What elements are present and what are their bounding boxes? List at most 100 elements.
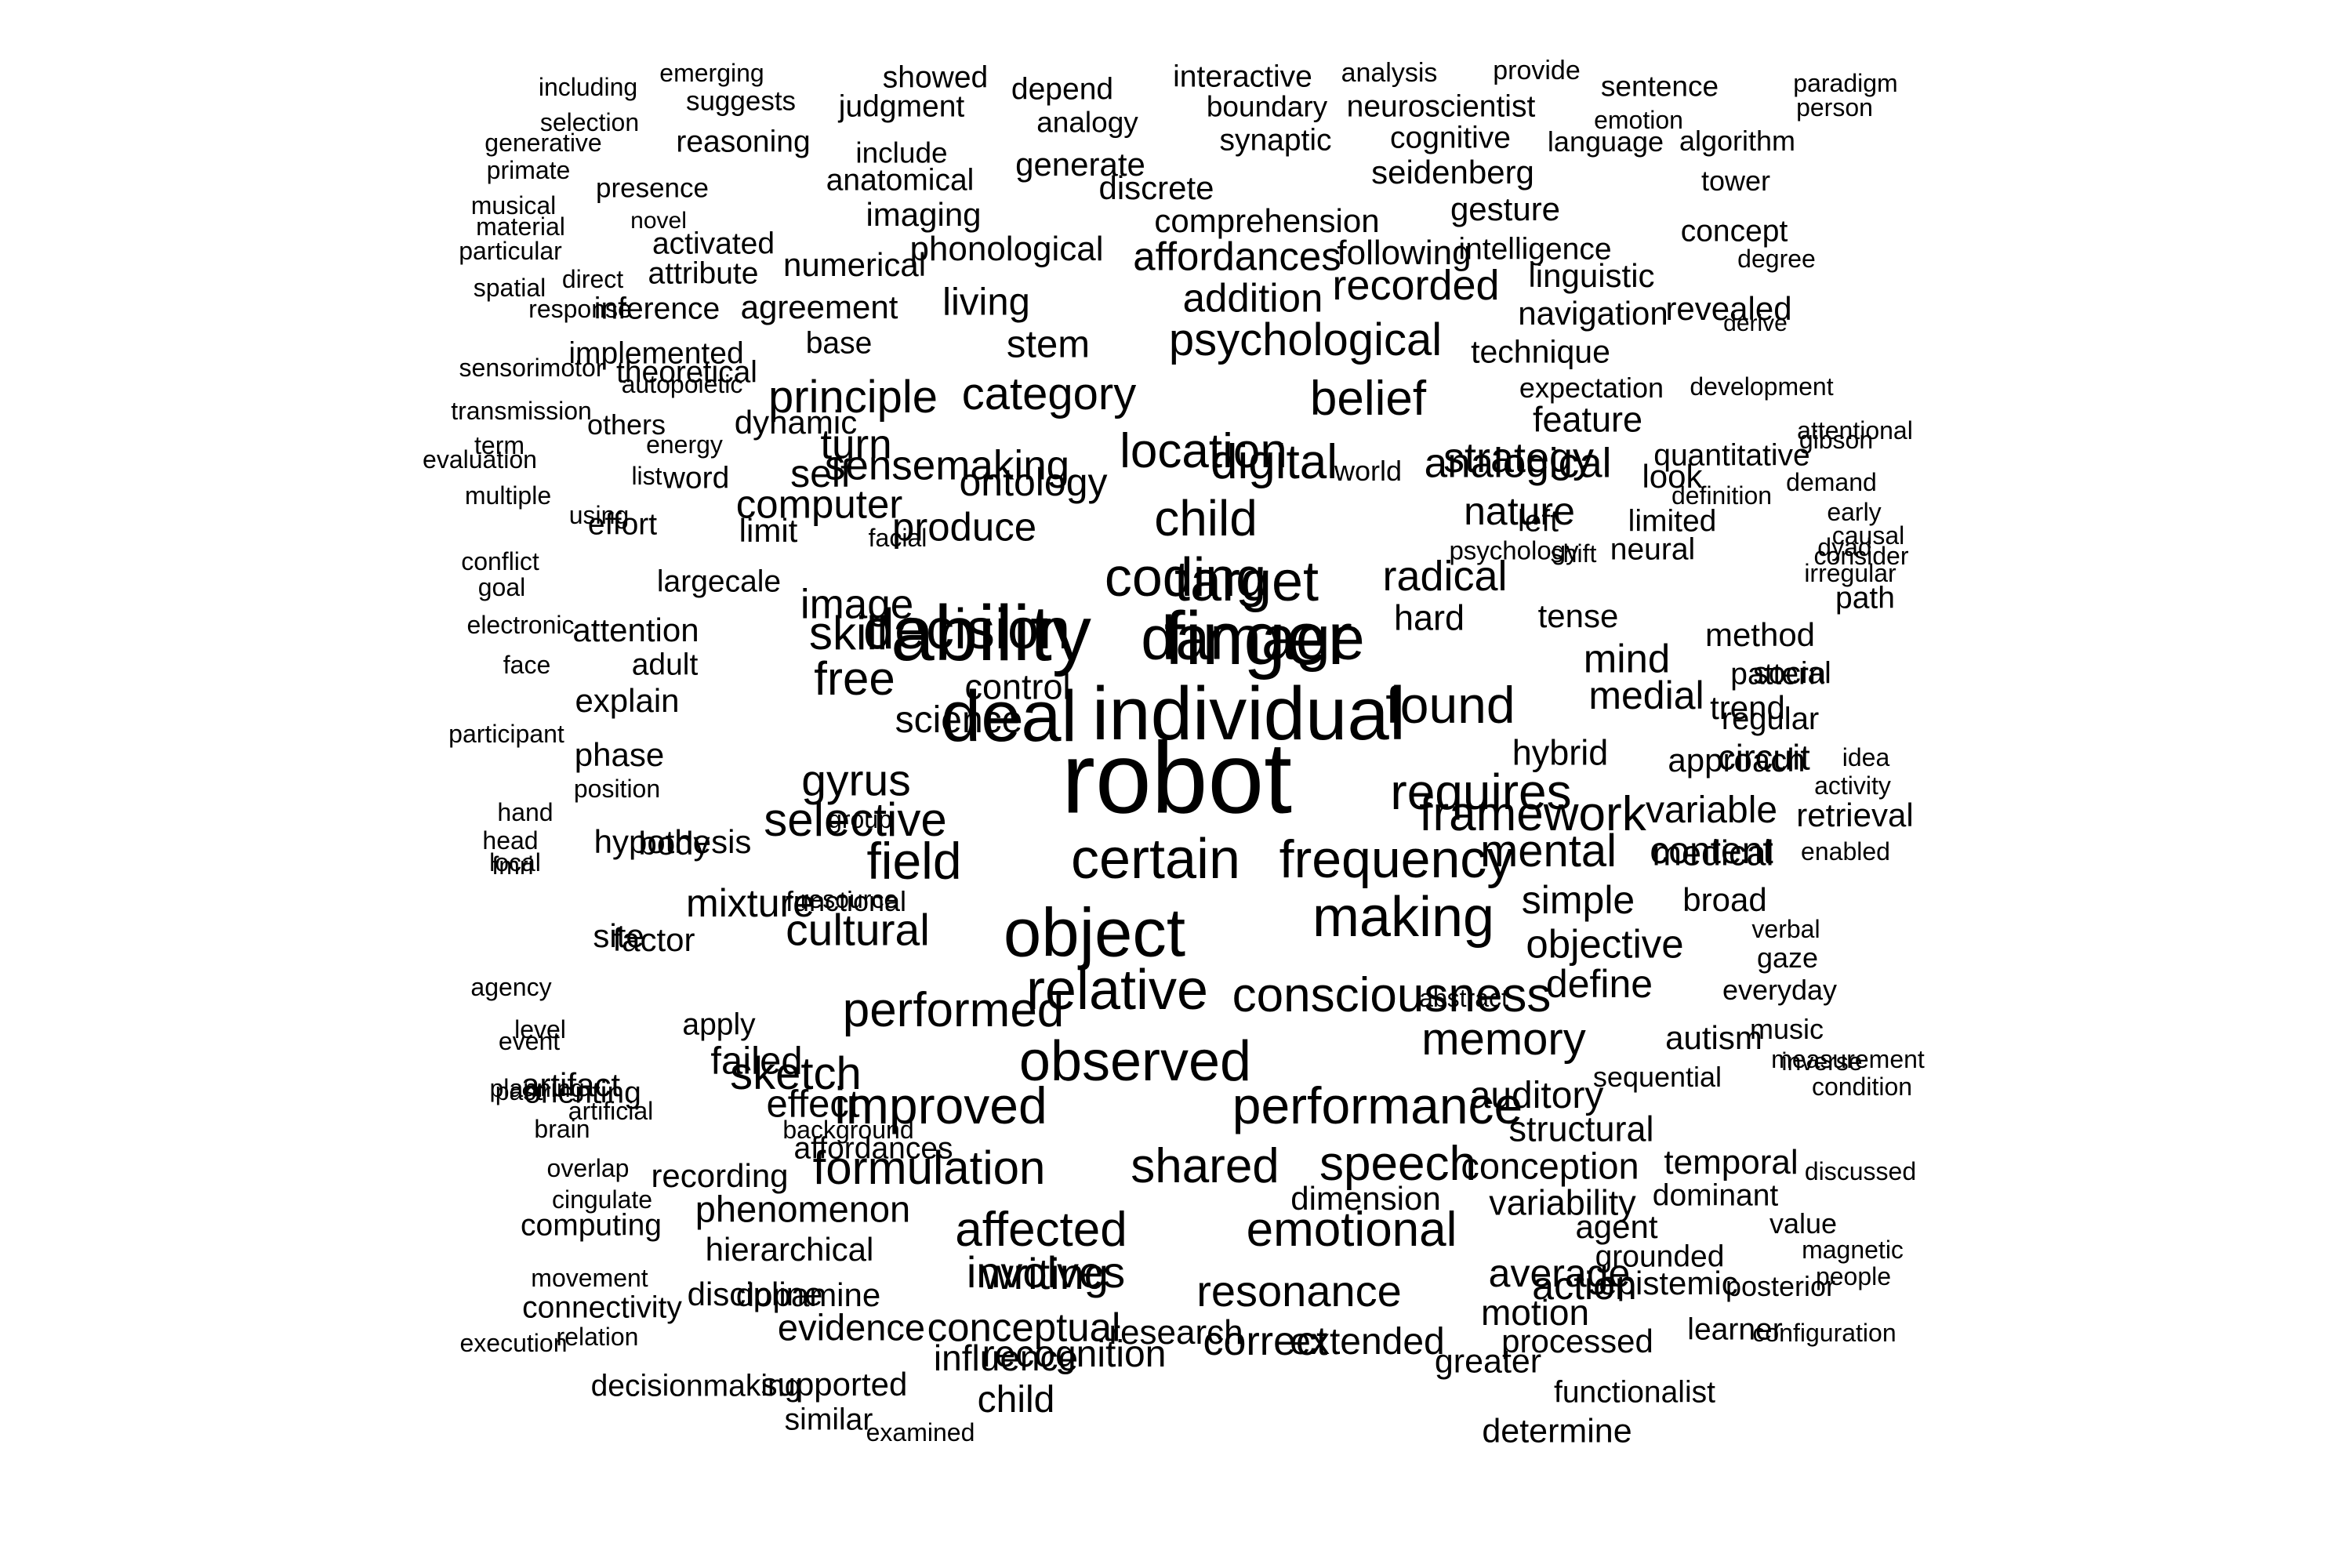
word-suggests: suggests (685, 85, 797, 117)
word-condition: condition (1811, 1073, 1913, 1101)
word-shared: shared (1131, 1139, 1279, 1193)
word-tense: tense (1537, 597, 1619, 634)
word-temporal: temporal (1664, 1143, 1798, 1181)
word-performed: performed (842, 983, 1065, 1037)
word-apply: apply (682, 1007, 756, 1042)
word-execution: execution (459, 1329, 568, 1357)
word-framework: framework (1419, 787, 1646, 841)
word-addition: addition (1182, 275, 1323, 321)
word-conflict: conflict (461, 547, 539, 575)
word-dyad: dyad (1817, 533, 1872, 561)
word-object: object (1003, 895, 1186, 971)
word-selection: selection (539, 108, 640, 136)
word-synaptic: synaptic (1219, 123, 1332, 158)
word-body: body (638, 825, 710, 862)
word-transmission: transmission (451, 397, 592, 425)
word-music: music (1749, 1013, 1824, 1045)
word-improved: improved (834, 1076, 1047, 1134)
word-sequential: sequential (1592, 1061, 1722, 1093)
word-relation: relation (556, 1323, 639, 1351)
word-emotion: emotion (1594, 106, 1683, 134)
word-emotional: emotional (1246, 1203, 1457, 1257)
word-affected: affected (955, 1203, 1127, 1257)
word-everyday: everyday (1722, 974, 1838, 1006)
word-person: person (1796, 93, 1873, 122)
word-medial: medial (1588, 673, 1704, 717)
word-anatomical: anatomical (826, 163, 975, 198)
word-simple: simple (1521, 878, 1635, 922)
word-social: social (1753, 656, 1831, 691)
word-provide: provide (1493, 56, 1581, 85)
word-science: science (895, 699, 1023, 741)
word-idea: idea (1842, 743, 1890, 771)
word-structural: structural (1508, 1109, 1654, 1149)
word-group: group (828, 805, 892, 833)
word-observed: observed (1018, 1030, 1252, 1093)
word-robot: robot (1061, 721, 1293, 835)
word-left: left (1517, 504, 1559, 539)
word-conception: conception (1461, 1145, 1639, 1187)
word-artifact: artifact (521, 1066, 621, 1103)
word-analogical: analogical (1424, 440, 1612, 487)
word-produce: produce (891, 504, 1037, 550)
word-expectation: expectation (1519, 372, 1664, 404)
word-orienting: orienting (524, 1076, 641, 1110)
word-limited: limited (1628, 504, 1717, 539)
word-psychology: psychology (1449, 535, 1579, 565)
word-evaluation: evaluation (423, 445, 537, 474)
word-coding: coding (1104, 546, 1267, 608)
word-numerical: numerical (782, 246, 927, 283)
word-sketch: sketch (730, 1048, 862, 1099)
word-determine: determine (1482, 1412, 1632, 1450)
word-regular: regular (1721, 702, 1820, 736)
word-multiple: multiple (464, 481, 552, 510)
word-phenomenon: phenomenon (695, 1188, 911, 1230)
word-mixture: mixture (686, 881, 815, 925)
word-self: self (790, 452, 851, 495)
word-hypothesis: hypothesis (593, 823, 752, 860)
word-variable: variable (1645, 789, 1778, 831)
word-autopoietic: autopoietic (621, 370, 743, 398)
word-background: background (782, 1116, 914, 1144)
word-discussed: discussed (1804, 1157, 1917, 1185)
word-activity: activity (1814, 771, 1891, 800)
word-making: making (1312, 886, 1495, 949)
word-activated: activated (652, 227, 775, 261)
word-control: control (964, 666, 1071, 707)
word-performance: performance (1232, 1076, 1523, 1134)
word-functionalist: functionalist (1554, 1375, 1715, 1410)
word-neural: neural (1610, 532, 1696, 567)
word-decisionmaking: decisionmaking (590, 1369, 802, 1403)
word-deal: deal (941, 677, 1077, 757)
word-turn: turn (820, 421, 892, 468)
word-location: location (1120, 424, 1287, 478)
word-degree: degree (1737, 245, 1816, 273)
word-failed: failed (710, 1040, 803, 1083)
word-face: face (503, 651, 551, 679)
word-dopamine: dopamine (735, 1276, 881, 1313)
word-resonance: resonance (1196, 1266, 1402, 1316)
word-people: people (1815, 1262, 1892, 1290)
word-emerging: emerging (659, 59, 764, 87)
word-value: value (1769, 1207, 1838, 1240)
word-mental: mental (1479, 826, 1617, 877)
word-objective: objective (1526, 921, 1684, 967)
word-cognitive: cognitive (1390, 121, 1511, 155)
word-pattern: pattern (1730, 657, 1826, 691)
word-phase: phase (574, 736, 665, 773)
word-reasoning: reasoning (676, 125, 811, 159)
word-hand: hand (497, 798, 554, 826)
word-enabled: enabled (1801, 837, 1890, 866)
word-hierarchical: hierarchical (705, 1231, 874, 1268)
word-field: field (866, 832, 962, 890)
word-dimension: dimension (1290, 1180, 1441, 1217)
word-belief: belief (1309, 372, 1427, 426)
word-direct: direct (561, 265, 624, 293)
word-attentional: attentional (1797, 416, 1913, 445)
word-speech: speech (1319, 1137, 1476, 1191)
word-hybrid: hybrid (1512, 732, 1609, 773)
word-affordances: affordances (793, 1131, 953, 1166)
word-cingulate: cingulate (551, 1185, 653, 1214)
word-average: average (1488, 1251, 1631, 1295)
word-computing: computing (521, 1208, 662, 1243)
